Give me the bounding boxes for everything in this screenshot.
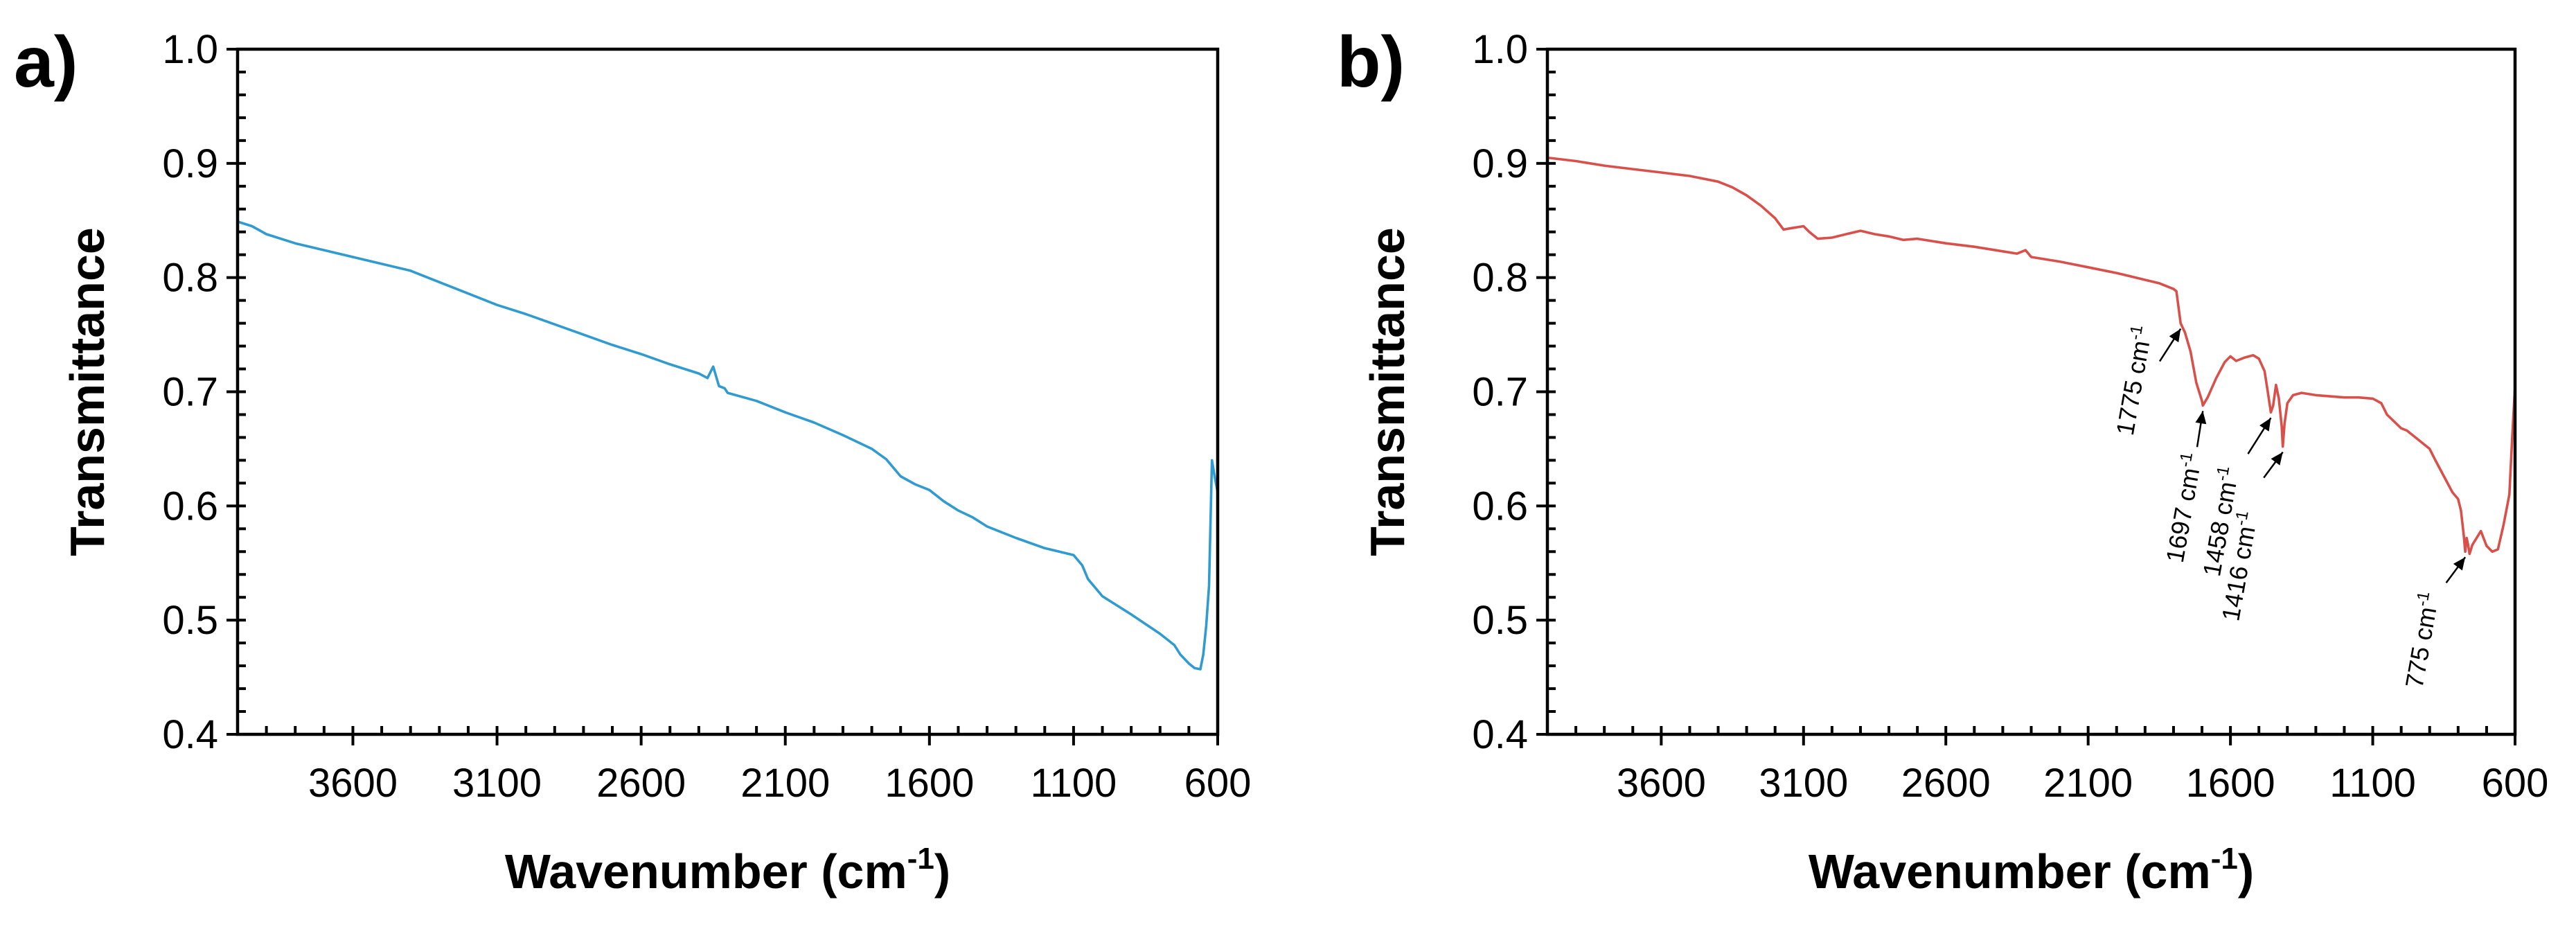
y-tick-label: 0.4	[1472, 712, 1528, 757]
x-tick-label: 2600	[596, 761, 686, 806]
peak-annotation: 1775 cm-1	[2109, 324, 2182, 437]
x-tick-label: 3100	[1759, 761, 1848, 806]
series-line-b	[1546, 156, 2516, 556]
y-tick-label: 0.7	[162, 370, 218, 415]
x-tick-label: 2100	[740, 761, 830, 806]
y-tick-label: 0.6	[162, 484, 218, 529]
x-tick-label: 2100	[2043, 761, 2133, 806]
y-tick-label: 1.0	[162, 27, 218, 72]
y-axis-title: Transmittance	[1360, 227, 1414, 556]
y-tick-label: 0.9	[162, 141, 218, 186]
x-tick-label: 1100	[2329, 761, 2416, 806]
y-tick-label: 0.4	[162, 712, 218, 757]
y-tick-label: 0.5	[162, 598, 218, 643]
annotation-label: 775 cm-1	[2399, 590, 2445, 691]
panel-label: b)	[1337, 22, 1405, 103]
x-tick-label: 1600	[885, 761, 974, 806]
annotation-label: 1697 cm-1	[2159, 451, 2208, 565]
x-tick-label: 600	[1184, 761, 1252, 806]
y-tick-label: 1.0	[1472, 27, 1528, 72]
annotation-arrowhead	[2195, 411, 2207, 425]
y-tick-label: 0.7	[1472, 370, 1528, 415]
y-tick-label: 0.8	[162, 256, 218, 301]
annotation-label: 1775 cm-1	[2109, 324, 2158, 437]
annotation-arrowhead	[2271, 452, 2283, 466]
x-tick-label: 3600	[308, 761, 398, 806]
x-tick-label: 600	[2482, 761, 2549, 806]
y-tick-label: 0.9	[1472, 141, 1528, 186]
x-tick-label: 3600	[1617, 761, 1706, 806]
plot-frame	[1545, 47, 2517, 736]
x-tick-label: 1600	[2186, 761, 2275, 806]
peak-annotation: 775 cm-1	[2399, 556, 2467, 691]
panel-label: a)	[14, 22, 78, 103]
series-line-a	[236, 220, 1219, 671]
y-tick-label: 0.6	[1472, 484, 1528, 529]
plot-frame	[236, 47, 1220, 736]
peak-annotation: 1697 cm-1	[2159, 411, 2208, 565]
x-tick-label: 1100	[1031, 761, 1117, 806]
annotation-arrowhead	[2453, 557, 2466, 571]
panel-a-chart: a) 1.0 0.9 0.8 0.7 0.6 0.5 0.4 3600 3100 2600 2100 1…	[14, 22, 1251, 899]
annotation-arrowhead	[2169, 328, 2181, 343]
y-axis-title: Transmittance	[60, 227, 114, 556]
y-tick-label: 0.8	[1472, 256, 1528, 301]
x-tick-label: 3100	[452, 761, 542, 806]
panel-b-chart: b) 1.0 0.9 0.8 0.7 0.6 0.5 0.4 3600 3100 2600 2100 1…	[1337, 22, 2548, 899]
annotation-arrowhead	[2259, 418, 2271, 432]
x-tick-label: 2600	[1901, 761, 1991, 806]
x-axis-title: Wavenumber (cm-1)	[505, 842, 950, 899]
x-axis-title: Wavenumber (cm-1)	[1809, 842, 2254, 899]
y-tick-label: 0.5	[1472, 598, 1528, 643]
